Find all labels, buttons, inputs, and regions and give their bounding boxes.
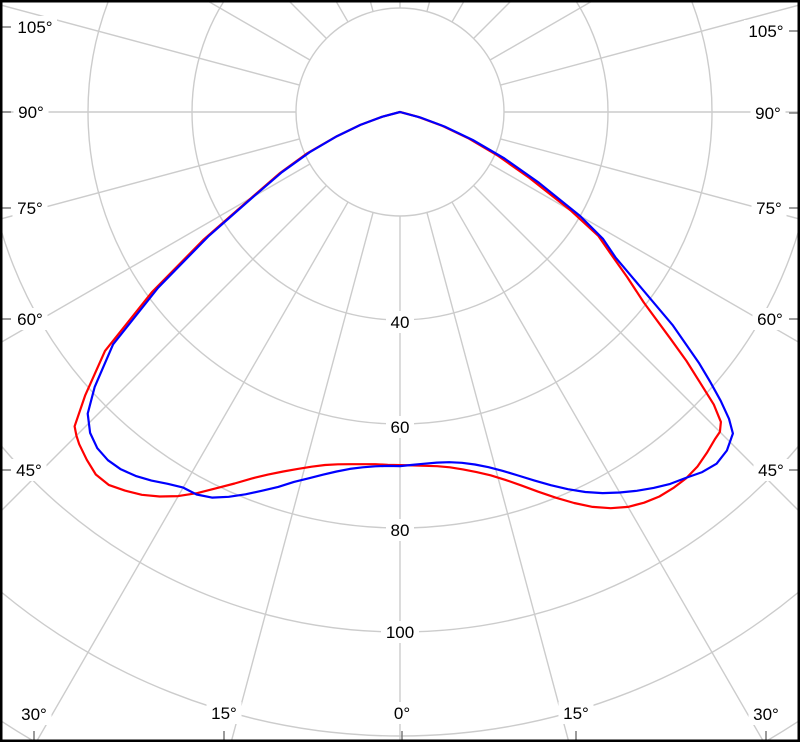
grid-ray-105 [500,4,798,86]
angle-label-bottom-30°: 30° [21,705,47,724]
angle-label-left-75°: 75° [17,199,43,218]
angle-label-left-45°: 45° [16,461,42,480]
angle-label-mask [744,20,788,42]
angle-label-bottom-30°: 30° [753,705,779,724]
angle-labels: 105° 90° 75° 60° 45° 105° 90° 75° 60° 45° 30° 15° 0°… [2,16,798,740]
curves [73,110,734,510]
grid-ray-330 [36,201,349,740]
grid-ray-300 [2,163,311,343]
angle-label-right-90°: 90° [755,104,781,123]
grid-ray-15 [426,212,569,740]
angle-label-mask [206,702,242,724]
radial-label-60: 60 [391,418,410,437]
angle-label-mask [751,197,787,219]
radial-label-mask [381,621,419,643]
angle-label-mask [13,101,49,123]
angle-label-left-90°: 90° [18,103,44,122]
angle-label-mask [12,197,48,219]
angle-label-mask [752,308,788,330]
radial-label-mask [386,519,414,541]
angle-label-right-60°: 60° [757,310,783,329]
angle-label-mask [12,308,48,330]
angle-label-right-45°: 45° [758,461,784,480]
grid-ray-30 [451,201,764,740]
radial-label-mask [386,416,414,438]
grid-ray-45 [473,185,798,511]
blue-curve [86,110,734,499]
grid-ray-255 [2,4,300,86]
grid-ray-60 [489,163,798,343]
red-curve [73,110,722,510]
angle-label-mask [750,102,786,124]
angle-label-mask [558,702,594,724]
radial-labels: 40 60 80 100 [381,311,419,643]
grid-ray-285 [2,138,300,220]
angle-label-right-105°: 105° [748,22,783,41]
grid-ray-75 [500,138,798,220]
angle-label-left-105°: 105° [17,18,52,37]
angle-label-mask [13,16,57,38]
angle-label-mask [16,703,52,725]
angle-label-mask [389,702,415,724]
angle-label-mask [748,703,784,725]
grid-ray-345 [231,212,374,740]
radial-label-40: 40 [391,313,410,332]
angle-label-bottom-15°: 15° [211,704,237,723]
angle-label-left-60°: 60° [17,310,43,329]
angle-label-mask [753,459,789,481]
angle-label-mask [11,459,47,481]
radial-label-100: 100 [386,623,414,642]
angle-label-right-75°: 75° [756,199,782,218]
grid-ray-315 [2,185,327,511]
radial-label-80: 80 [391,521,410,540]
radial-label-mask [386,311,414,333]
angle-label-bottom-15°: 15° [563,704,589,723]
angle-label-bottom-0°: 0° [394,704,410,723]
